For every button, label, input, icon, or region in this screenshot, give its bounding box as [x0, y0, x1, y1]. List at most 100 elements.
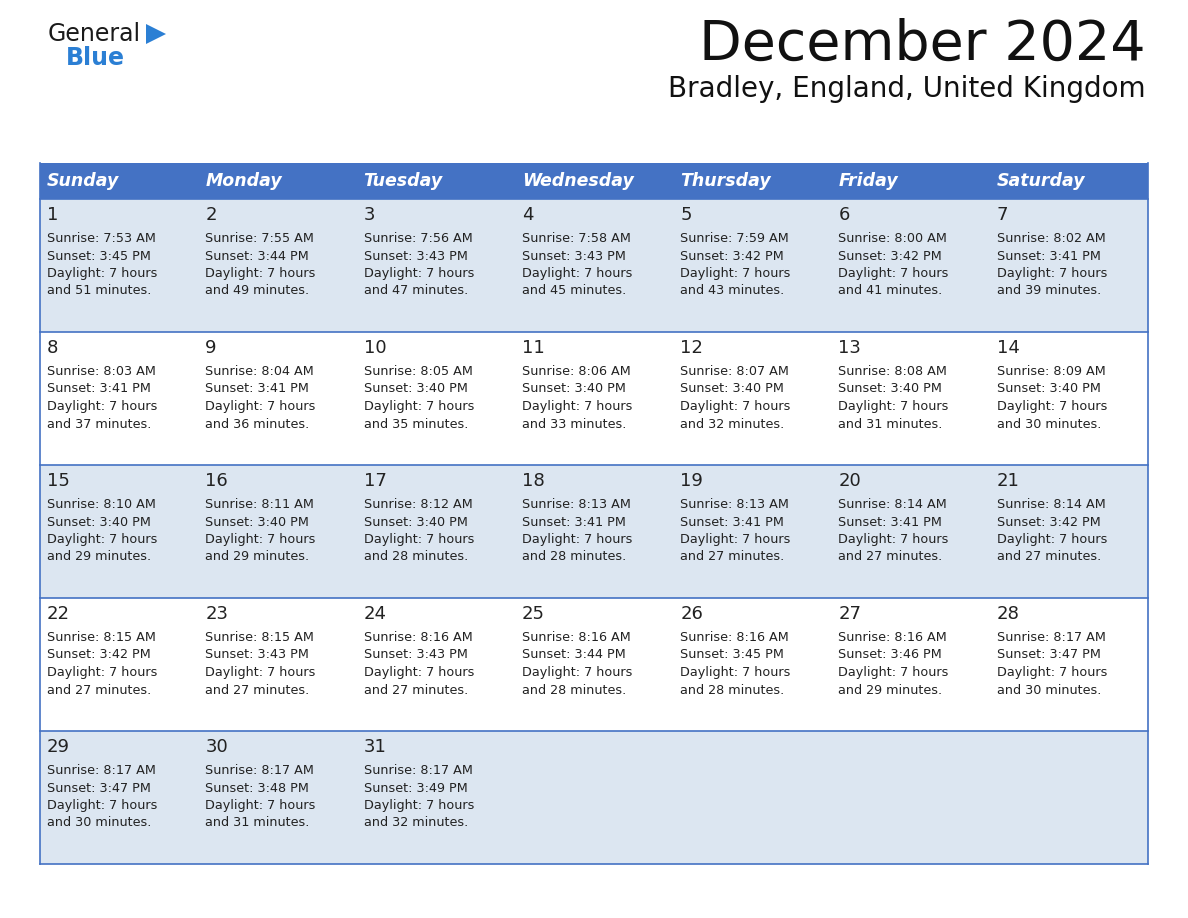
Text: and 27 minutes.: and 27 minutes.	[839, 551, 943, 564]
Text: Sunset: 3:47 PM: Sunset: 3:47 PM	[997, 648, 1100, 662]
Text: Sunrise: 8:16 AM: Sunrise: 8:16 AM	[839, 631, 947, 644]
Text: Daylight: 7 hours: Daylight: 7 hours	[997, 666, 1107, 679]
Text: Sunrise: 7:53 AM: Sunrise: 7:53 AM	[48, 232, 156, 245]
Text: Sunrise: 8:14 AM: Sunrise: 8:14 AM	[997, 498, 1106, 511]
Text: Daylight: 7 hours: Daylight: 7 hours	[206, 400, 316, 413]
Text: Sunrise: 8:08 AM: Sunrise: 8:08 AM	[839, 365, 947, 378]
Text: 14: 14	[997, 339, 1019, 357]
Text: Sunrise: 8:02 AM: Sunrise: 8:02 AM	[997, 232, 1106, 245]
Text: 10: 10	[364, 339, 386, 357]
Text: 25: 25	[522, 605, 545, 623]
Text: and 29 minutes.: and 29 minutes.	[48, 551, 151, 564]
Text: 21: 21	[997, 472, 1019, 490]
Text: and 30 minutes.: and 30 minutes.	[48, 816, 151, 830]
Text: Daylight: 7 hours: Daylight: 7 hours	[522, 666, 632, 679]
Text: Sunset: 3:42 PM: Sunset: 3:42 PM	[48, 648, 151, 662]
Text: Blue: Blue	[67, 46, 125, 70]
Text: Daylight: 7 hours: Daylight: 7 hours	[839, 400, 949, 413]
Text: 29: 29	[48, 738, 70, 756]
Text: Daylight: 7 hours: Daylight: 7 hours	[997, 400, 1107, 413]
Text: Sunset: 3:45 PM: Sunset: 3:45 PM	[681, 648, 784, 662]
Text: 2: 2	[206, 206, 216, 224]
Text: and 29 minutes.: and 29 minutes.	[206, 551, 309, 564]
Text: Sunrise: 8:17 AM: Sunrise: 8:17 AM	[48, 764, 156, 777]
Text: and 41 minutes.: and 41 minutes.	[839, 285, 943, 297]
Text: Daylight: 7 hours: Daylight: 7 hours	[522, 400, 632, 413]
Text: and 32 minutes.: and 32 minutes.	[681, 418, 784, 431]
Text: Sunset: 3:47 PM: Sunset: 3:47 PM	[48, 781, 151, 794]
Text: Daylight: 7 hours: Daylight: 7 hours	[681, 400, 790, 413]
Text: Sunset: 3:43 PM: Sunset: 3:43 PM	[364, 250, 467, 263]
Text: and 27 minutes.: and 27 minutes.	[206, 684, 310, 697]
Text: Sunrise: 8:16 AM: Sunrise: 8:16 AM	[681, 631, 789, 644]
Text: Sunrise: 8:12 AM: Sunrise: 8:12 AM	[364, 498, 473, 511]
Text: Bradley, England, United Kingdom: Bradley, England, United Kingdom	[669, 75, 1146, 103]
Text: Sunset: 3:42 PM: Sunset: 3:42 PM	[681, 250, 784, 263]
Text: Sunset: 3:40 PM: Sunset: 3:40 PM	[522, 383, 626, 396]
Text: and 49 minutes.: and 49 minutes.	[206, 285, 309, 297]
Polygon shape	[146, 24, 166, 44]
Text: Sunset: 3:43 PM: Sunset: 3:43 PM	[206, 648, 309, 662]
Text: Sunset: 3:41 PM: Sunset: 3:41 PM	[839, 516, 942, 529]
Text: and 33 minutes.: and 33 minutes.	[522, 418, 626, 431]
Text: and 27 minutes.: and 27 minutes.	[48, 684, 151, 697]
Text: General: General	[48, 22, 141, 46]
Text: Daylight: 7 hours: Daylight: 7 hours	[839, 533, 949, 546]
Text: Sunrise: 8:00 AM: Sunrise: 8:00 AM	[839, 232, 947, 245]
Text: Saturday: Saturday	[997, 172, 1086, 190]
Text: Sunset: 3:44 PM: Sunset: 3:44 PM	[206, 250, 309, 263]
Text: 30: 30	[206, 738, 228, 756]
Text: Sunset: 3:41 PM: Sunset: 3:41 PM	[206, 383, 309, 396]
Text: Sunset: 3:41 PM: Sunset: 3:41 PM	[48, 383, 151, 396]
Text: and 27 minutes.: and 27 minutes.	[681, 551, 784, 564]
Text: Daylight: 7 hours: Daylight: 7 hours	[364, 400, 474, 413]
Text: Sunset: 3:45 PM: Sunset: 3:45 PM	[48, 250, 151, 263]
Text: Daylight: 7 hours: Daylight: 7 hours	[48, 533, 157, 546]
Text: 8: 8	[48, 339, 58, 357]
Text: Daylight: 7 hours: Daylight: 7 hours	[839, 666, 949, 679]
Text: Sunset: 3:40 PM: Sunset: 3:40 PM	[364, 383, 467, 396]
Text: and 28 minutes.: and 28 minutes.	[522, 684, 626, 697]
Text: 28: 28	[997, 605, 1019, 623]
Text: 31: 31	[364, 738, 386, 756]
Text: Sunrise: 8:03 AM: Sunrise: 8:03 AM	[48, 365, 156, 378]
Text: Sunrise: 8:15 AM: Sunrise: 8:15 AM	[48, 631, 156, 644]
Bar	[40, 465, 1148, 598]
Text: Sunrise: 8:09 AM: Sunrise: 8:09 AM	[997, 365, 1106, 378]
Text: Sunrise: 8:17 AM: Sunrise: 8:17 AM	[206, 764, 314, 777]
Text: Sunrise: 8:14 AM: Sunrise: 8:14 AM	[839, 498, 947, 511]
Text: Sunset: 3:40 PM: Sunset: 3:40 PM	[206, 516, 309, 529]
Text: Sunset: 3:46 PM: Sunset: 3:46 PM	[839, 648, 942, 662]
Text: Daylight: 7 hours: Daylight: 7 hours	[997, 533, 1107, 546]
Text: Sunset: 3:43 PM: Sunset: 3:43 PM	[522, 250, 626, 263]
Text: Daylight: 7 hours: Daylight: 7 hours	[997, 267, 1107, 280]
Text: Friday: Friday	[839, 172, 898, 190]
Text: Sunday: Sunday	[48, 172, 119, 190]
Text: 19: 19	[681, 472, 703, 490]
Text: Thursday: Thursday	[681, 172, 771, 190]
Text: Sunset: 3:40 PM: Sunset: 3:40 PM	[48, 516, 151, 529]
Text: Wednesday: Wednesday	[522, 172, 633, 190]
Text: Sunset: 3:40 PM: Sunset: 3:40 PM	[364, 516, 467, 529]
Text: Sunset: 3:48 PM: Sunset: 3:48 PM	[206, 781, 309, 794]
Text: 1: 1	[48, 206, 58, 224]
Text: Sunrise: 8:13 AM: Sunrise: 8:13 AM	[522, 498, 631, 511]
Text: Daylight: 7 hours: Daylight: 7 hours	[48, 666, 157, 679]
Text: Daylight: 7 hours: Daylight: 7 hours	[48, 799, 157, 812]
Text: Sunset: 3:42 PM: Sunset: 3:42 PM	[839, 250, 942, 263]
Text: 13: 13	[839, 339, 861, 357]
Text: December 2024: December 2024	[700, 18, 1146, 72]
Text: and 27 minutes.: and 27 minutes.	[364, 684, 468, 697]
Text: and 47 minutes.: and 47 minutes.	[364, 285, 468, 297]
Text: 4: 4	[522, 206, 533, 224]
Text: and 28 minutes.: and 28 minutes.	[681, 684, 784, 697]
Text: 9: 9	[206, 339, 216, 357]
Text: 5: 5	[681, 206, 691, 224]
Bar	[40, 731, 1148, 864]
Text: Sunrise: 8:07 AM: Sunrise: 8:07 AM	[681, 365, 789, 378]
Text: Daylight: 7 hours: Daylight: 7 hours	[206, 267, 316, 280]
Text: Monday: Monday	[206, 172, 282, 190]
Text: Sunset: 3:41 PM: Sunset: 3:41 PM	[522, 516, 626, 529]
Text: Sunrise: 7:58 AM: Sunrise: 7:58 AM	[522, 232, 631, 245]
Text: Daylight: 7 hours: Daylight: 7 hours	[48, 267, 157, 280]
